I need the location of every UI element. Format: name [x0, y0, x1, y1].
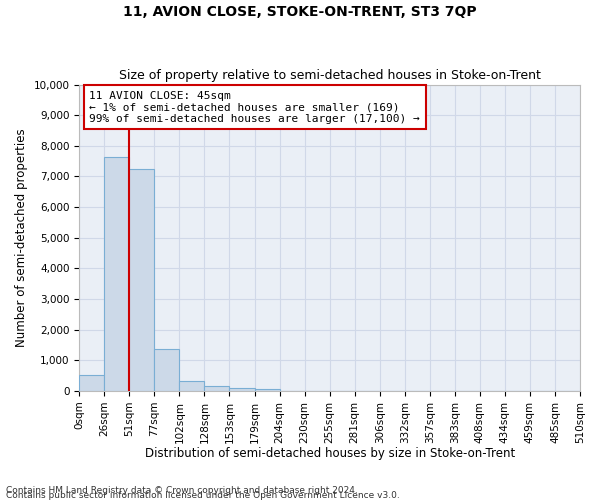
Text: Contains HM Land Registry data © Crown copyright and database right 2024.: Contains HM Land Registry data © Crown c… — [6, 486, 358, 495]
Text: 11 AVION CLOSE: 45sqm
← 1% of semi-detached houses are smaller (169)
99% of semi: 11 AVION CLOSE: 45sqm ← 1% of semi-detac… — [89, 90, 420, 124]
Bar — [229, 388, 254, 391]
Bar — [154, 348, 179, 391]
Bar — [130, 169, 154, 391]
Text: 11, AVION CLOSE, STOKE-ON-TRENT, ST3 7QP: 11, AVION CLOSE, STOKE-ON-TRENT, ST3 7QP — [123, 5, 477, 19]
Bar — [79, 374, 104, 391]
Text: Contains public sector information licensed under the Open Government Licence v3: Contains public sector information licen… — [6, 491, 400, 500]
Y-axis label: Number of semi-detached properties: Number of semi-detached properties — [15, 128, 28, 347]
Bar — [104, 156, 130, 391]
Bar — [205, 386, 229, 391]
X-axis label: Distribution of semi-detached houses by size in Stoke-on-Trent: Distribution of semi-detached houses by … — [145, 447, 515, 460]
Bar — [179, 381, 205, 391]
Bar — [254, 388, 280, 391]
Title: Size of property relative to semi-detached houses in Stoke-on-Trent: Size of property relative to semi-detach… — [119, 69, 541, 82]
